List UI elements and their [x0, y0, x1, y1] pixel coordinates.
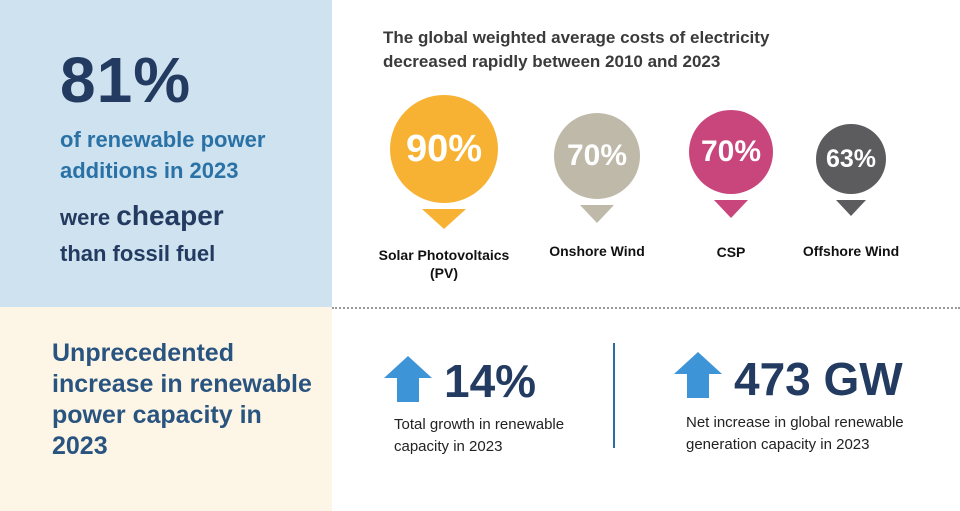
cost-pin-label: Onshore Wind — [549, 243, 645, 259]
bottom-left-heading: Unprecedented increase in renewable powe… — [52, 339, 312, 460]
headline-prefix: were — [60, 205, 111, 230]
headline-line1: of renewable power additions in 2023 — [60, 127, 266, 183]
cost-pin: 70% — [554, 113, 640, 223]
cost-pin-pointer — [580, 205, 614, 223]
headline-line3: than fossil fuel — [60, 241, 216, 266]
stat-growth-description: Total growth in renewable capacity in 20… — [394, 416, 565, 455]
cost-pin: 90% — [390, 95, 498, 229]
cost-pin-pointer — [422, 209, 466, 229]
cost-pin-label: Solar Photovoltaics (PV) — [378, 247, 510, 281]
stat-capacity-value: 473 GW — [734, 353, 903, 405]
cost-pin-pointer — [714, 200, 748, 218]
vertical-divider — [613, 343, 615, 448]
cost-pin: 63% — [816, 124, 886, 216]
headline-percent: 81% — [60, 44, 192, 116]
left-top-panel — [0, 0, 332, 307]
cost-pin-label: Offshore Wind — [802, 243, 900, 259]
cost-pin-circle: 90% — [390, 95, 498, 203]
left-bottom-panel — [0, 307, 332, 511]
chart-title: The global weighted average costs of ele… — [383, 28, 770, 71]
cost-pin-pointer — [836, 200, 866, 216]
arrow-up-icon — [674, 352, 722, 398]
headline-emphasis: cheaper — [116, 200, 224, 231]
cost-pin: 70% — [689, 110, 773, 218]
cost-pin-circle: 63% — [816, 124, 886, 194]
cost-pin-circle: 70% — [689, 110, 773, 194]
cost-pin-label: CSP — [716, 244, 746, 260]
stat-capacity-description: Net increase in global renewable generat… — [686, 414, 904, 453]
horizontal-divider — [332, 307, 960, 309]
cost-pin-circle: 70% — [554, 113, 640, 199]
stat-growth-value: 14% — [444, 355, 537, 407]
headline-line2: were cheaper than fossil fuel — [60, 198, 320, 272]
arrow-up-icon — [384, 356, 432, 402]
